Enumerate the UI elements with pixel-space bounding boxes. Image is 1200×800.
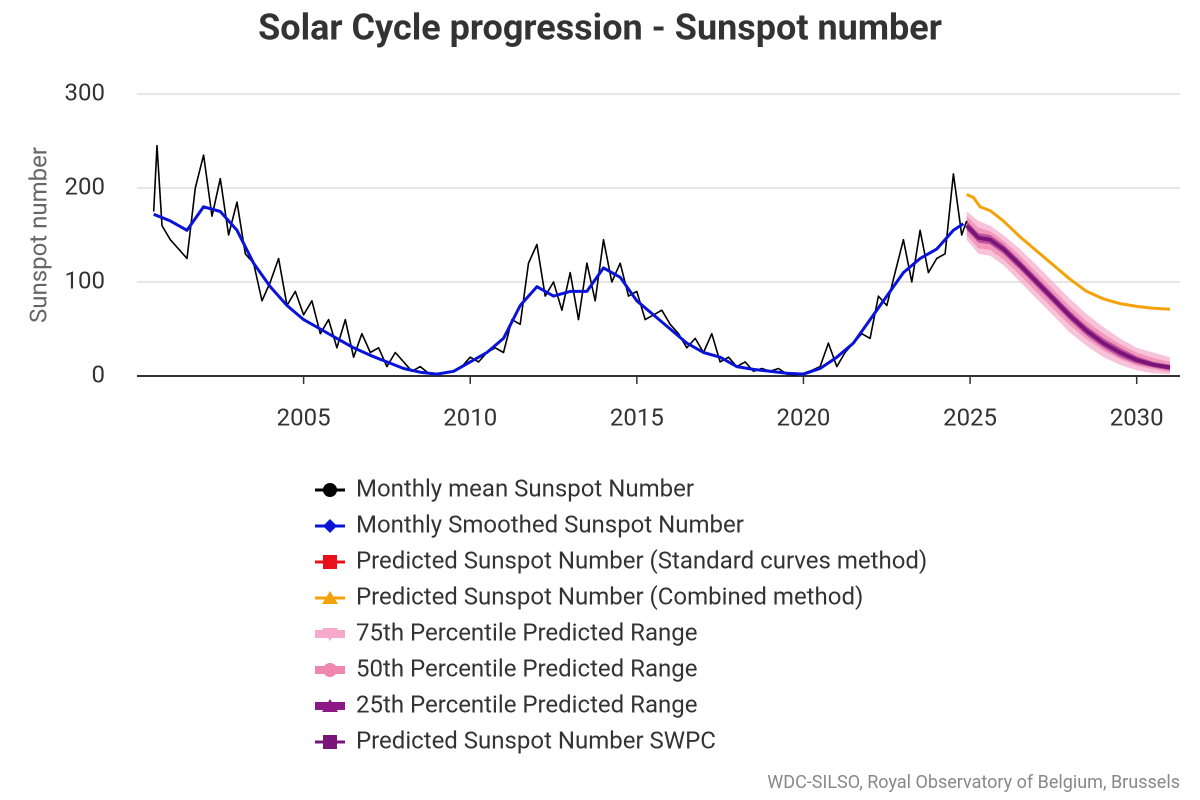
chart-title: Solar Cycle progression - Sunspot number	[258, 7, 942, 49]
y-tick-label: 300	[65, 78, 105, 106]
legend-item: Predicted Sunspot Number (Combined metho…	[315, 582, 863, 610]
x-tick-label: 2015	[610, 403, 664, 431]
legend-label: 25th Percentile Predicted Range	[356, 690, 697, 718]
legend-label: 75th Percentile Predicted Range	[356, 618, 697, 646]
series-line	[153, 205, 965, 376]
y-tick-label: 0	[92, 360, 106, 388]
y-tick-label: 200	[65, 172, 105, 200]
series-line	[966, 193, 1171, 311]
legend-item: Monthly Smoothed Sunspot Number	[315, 510, 744, 538]
series-line	[965, 224, 1171, 370]
legend-marker	[323, 483, 337, 497]
percentile-band	[966, 220, 1170, 371]
legend-item: Predicted Sunspot Number (Standard curve…	[315, 546, 927, 574]
legend-marker	[323, 735, 337, 749]
legend-label: 50th Percentile Predicted Range	[356, 654, 697, 682]
legend-marker	[322, 591, 338, 604]
legend-marker	[322, 628, 338, 641]
legend-label: Predicted Sunspot Number (Standard curve…	[356, 546, 927, 574]
legend-marker	[323, 519, 337, 533]
legend-item: 50th Percentile Predicted Range	[315, 654, 697, 682]
legend-label: Predicted Sunspot Number (Combined metho…	[356, 582, 863, 610]
series-line	[152, 144, 968, 376]
legend-label: Monthly mean Sunspot Number	[356, 474, 694, 502]
percentile-band	[966, 211, 1170, 375]
legend-label: Predicted Sunspot Number SWPC	[356, 726, 716, 754]
x-tick-label: 2005	[277, 403, 331, 431]
legend-marker	[322, 699, 338, 712]
x-tick-label: 2020	[776, 403, 830, 431]
legend-item: Predicted Sunspot Number SWPC	[315, 726, 716, 754]
y-axis-label: Sunspot number	[24, 147, 52, 323]
x-tick-label: 2025	[943, 403, 997, 431]
percentile-band	[966, 216, 1170, 373]
legend-label: Monthly Smoothed Sunspot Number	[356, 510, 744, 538]
legend-marker	[323, 663, 337, 677]
legend-marker	[323, 555, 337, 569]
legend-item: 75th Percentile Predicted Range	[315, 618, 697, 646]
x-tick-label: 2010	[443, 403, 497, 431]
x-tick-label: 2030	[1110, 403, 1164, 431]
legend-item: Monthly mean Sunspot Number	[315, 474, 694, 502]
source-credit: WDC-SILSO, Royal Observatory of Belgium,…	[767, 772, 1180, 793]
y-tick-label: 100	[65, 266, 105, 294]
legend-item: 25th Percentile Predicted Range	[315, 690, 697, 718]
